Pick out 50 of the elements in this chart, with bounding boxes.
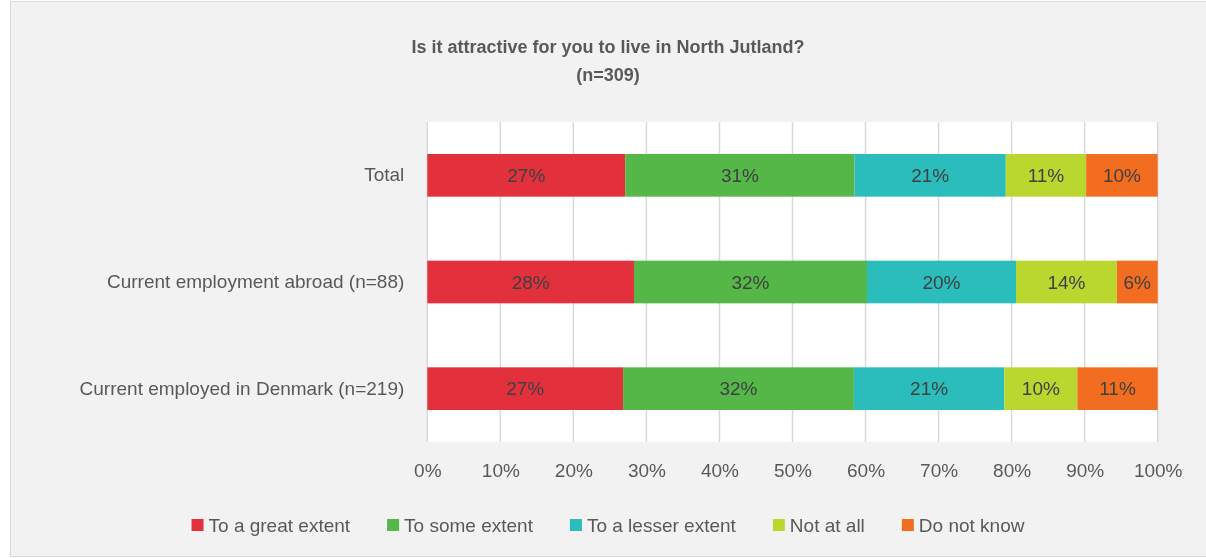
data-label: 11% — [1027, 164, 1065, 186]
x-tick-label: 80% — [993, 460, 1032, 482]
x-tick-label: 50% — [773, 460, 813, 482]
legend-label: To a great extent — [208, 514, 351, 536]
bar — [427, 154, 626, 197]
data-label: 20% — [922, 271, 961, 293]
x-tick-label: 40% — [700, 460, 740, 482]
x-tick-label: 10% — [481, 460, 520, 482]
bar — [1086, 154, 1158, 197]
data-label: 14% — [1047, 271, 1086, 293]
legend-label: To some extent — [404, 514, 534, 536]
bar — [625, 154, 855, 197]
data-label: 32% — [731, 271, 770, 293]
bar — [854, 154, 1006, 197]
bar — [1005, 154, 1087, 197]
y-tick-label: Current employed in Denmark (n=219) — [79, 377, 405, 399]
y-tick-label: Total — [364, 164, 405, 186]
data-label: 31% — [720, 164, 760, 186]
bar — [427, 367, 624, 410]
x-tick-label: 60% — [847, 460, 886, 482]
legend-label: To a lesser extent — [586, 514, 737, 536]
x-tick-label: 100% — [1133, 460, 1183, 482]
data-label: 27% — [507, 164, 546, 186]
data-label: 27% — [506, 378, 545, 400]
bar — [427, 260, 634, 304]
bar — [1077, 367, 1158, 410]
data-label: 32% — [719, 378, 758, 400]
data-label: 28% — [511, 271, 550, 293]
y-tick-label: Current employment abroad (n=88) — [107, 271, 405, 293]
data-label: 6% — [1123, 271, 1152, 293]
data-label: 10% — [1102, 164, 1142, 186]
x-tick-label: 30% — [627, 460, 667, 482]
data-label: 10% — [1021, 378, 1060, 400]
bar — [1016, 260, 1117, 304]
bar — [634, 260, 867, 304]
bar — [1004, 367, 1078, 410]
x-tick-label: 70% — [920, 460, 959, 482]
legend-label: Do not know — [918, 514, 1025, 536]
x-tick-label: 90% — [1066, 460, 1105, 482]
bar — [623, 367, 854, 410]
bar — [853, 367, 1005, 410]
x-tick-label: 20% — [554, 460, 593, 482]
data-label: 21% — [910, 378, 949, 400]
x-tick-label: 0% — [414, 460, 442, 482]
legend-label: Not at all — [789, 514, 865, 536]
chart-title: Is it attractive for you to live in North Jutland? — [411, 37, 805, 57]
chart-subtitle: (n=309) — [576, 65, 640, 85]
bar — [867, 260, 1016, 304]
data-label: 11% — [1099, 378, 1136, 400]
data-label: 21% — [911, 164, 950, 186]
